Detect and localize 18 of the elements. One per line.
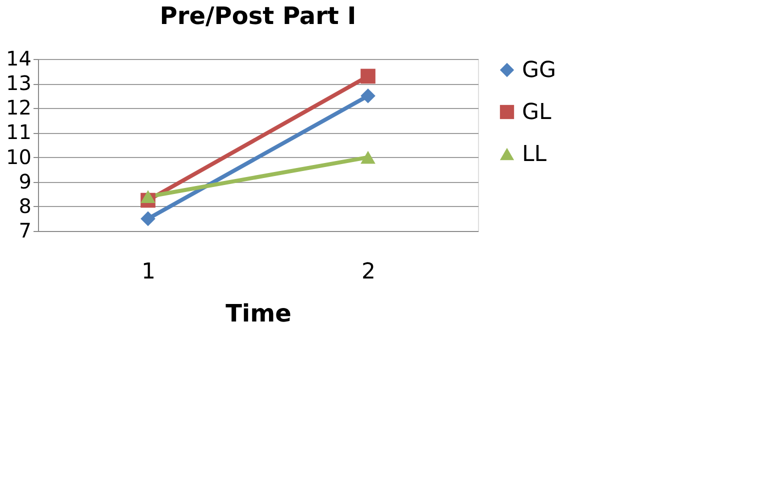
point <box>140 211 156 226</box>
y-tick-label: 7 <box>18 218 32 242</box>
y-tick-label: 10 <box>6 144 32 169</box>
legend-label: GL <box>522 100 552 125</box>
point <box>360 88 376 104</box>
point <box>360 68 376 84</box>
x-tick-label: 2 <box>362 260 376 284</box>
y-tick-label: 14 <box>6 46 32 70</box>
legend-label: GG <box>522 58 556 83</box>
y-tick-label: 8 <box>18 194 32 218</box>
y-tick-label: 13 <box>6 71 32 96</box>
x-tick-label: 1 <box>142 260 156 284</box>
legend-label: LL <box>522 142 548 167</box>
y-tick-label: 9 <box>18 169 32 194</box>
chart-title: Pre/Post Part I <box>160 2 356 30</box>
x-axis-title: Time <box>226 300 292 328</box>
y-tick-label: 11 <box>6 120 32 144</box>
y-tick-label: 12 <box>6 96 32 120</box>
